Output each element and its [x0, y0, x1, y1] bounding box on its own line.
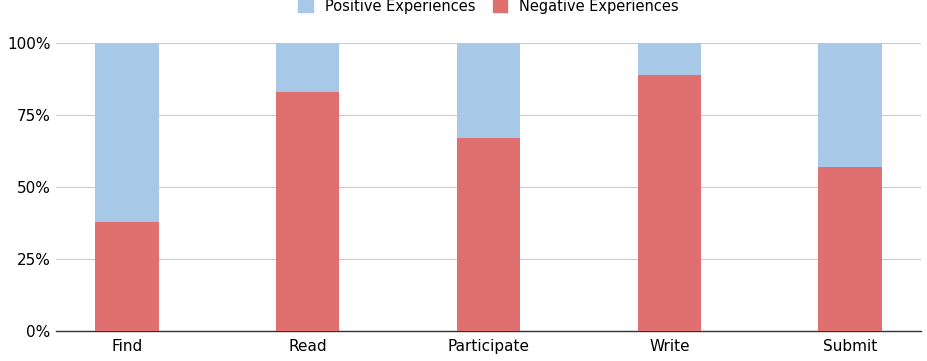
Bar [95, 222, 159, 331]
Bar [456, 138, 520, 331]
Bar [95, 43, 159, 331]
Bar [818, 167, 881, 331]
Bar [456, 43, 520, 331]
Bar [818, 43, 881, 331]
Bar [637, 43, 700, 331]
Legend: Positive Experiences, Negative Experiences: Positive Experiences, Negative Experienc… [298, 0, 678, 14]
Bar [276, 43, 339, 331]
Bar [637, 75, 700, 331]
Bar [276, 92, 339, 331]
